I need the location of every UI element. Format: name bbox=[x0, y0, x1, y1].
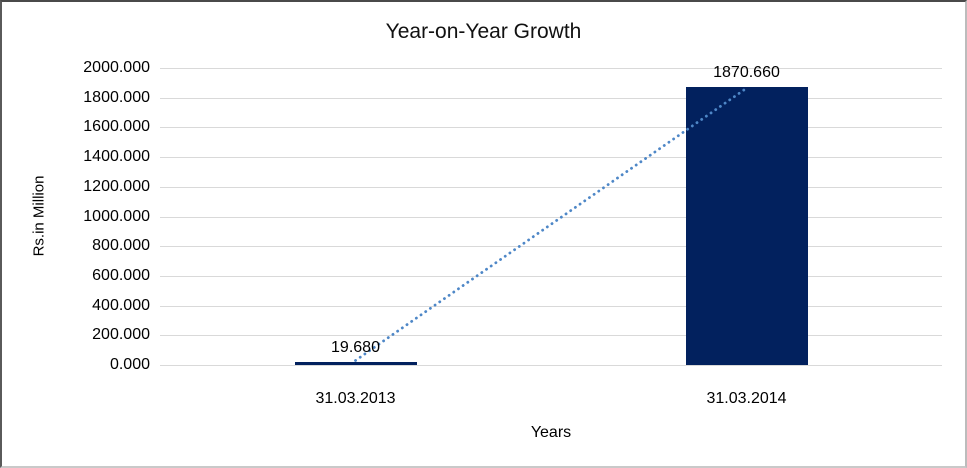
y-tick-label: 1200.000 bbox=[83, 177, 150, 195]
gridline bbox=[160, 217, 942, 218]
y-tick-label: 2000.000 bbox=[83, 59, 150, 76]
chart-title: Year-on-Year Growth bbox=[385, 20, 582, 43]
gridline bbox=[160, 246, 942, 247]
plot-area bbox=[160, 68, 942, 366]
gridline bbox=[160, 187, 942, 188]
gridline bbox=[160, 157, 942, 158]
x-tick-label: 31.03.2014 bbox=[706, 390, 787, 407]
data-label: 1870.660 bbox=[713, 64, 780, 82]
y-tick-label: 1600.000 bbox=[83, 118, 150, 136]
x-axis-title: Years bbox=[530, 424, 572, 441]
gridline bbox=[160, 306, 942, 307]
y-tick-label: 1800.000 bbox=[83, 88, 150, 106]
gridline bbox=[160, 68, 942, 69]
y-tick-label: 200.000 bbox=[92, 326, 150, 344]
data-label: 19.680 bbox=[331, 338, 380, 356]
y-tick-label: 400.000 bbox=[92, 296, 150, 314]
bar-31.03.2014 bbox=[685, 87, 808, 365]
y-tick-label: 0.000 bbox=[109, 356, 150, 373]
y-tick-label: 1400.000 bbox=[83, 148, 150, 166]
bar-31.03.2013 bbox=[294, 361, 417, 365]
y-tick-label: 800.000 bbox=[92, 237, 150, 255]
x-tick-label: 31.03.2013 bbox=[315, 390, 396, 407]
gridline bbox=[160, 335, 942, 336]
gridline bbox=[160, 127, 942, 128]
y-tick-label: 600.000 bbox=[92, 266, 150, 284]
gridline bbox=[160, 365, 942, 366]
gridline bbox=[160, 98, 942, 99]
y-tick-label: 1000.000 bbox=[83, 207, 150, 225]
gridline bbox=[160, 276, 942, 277]
